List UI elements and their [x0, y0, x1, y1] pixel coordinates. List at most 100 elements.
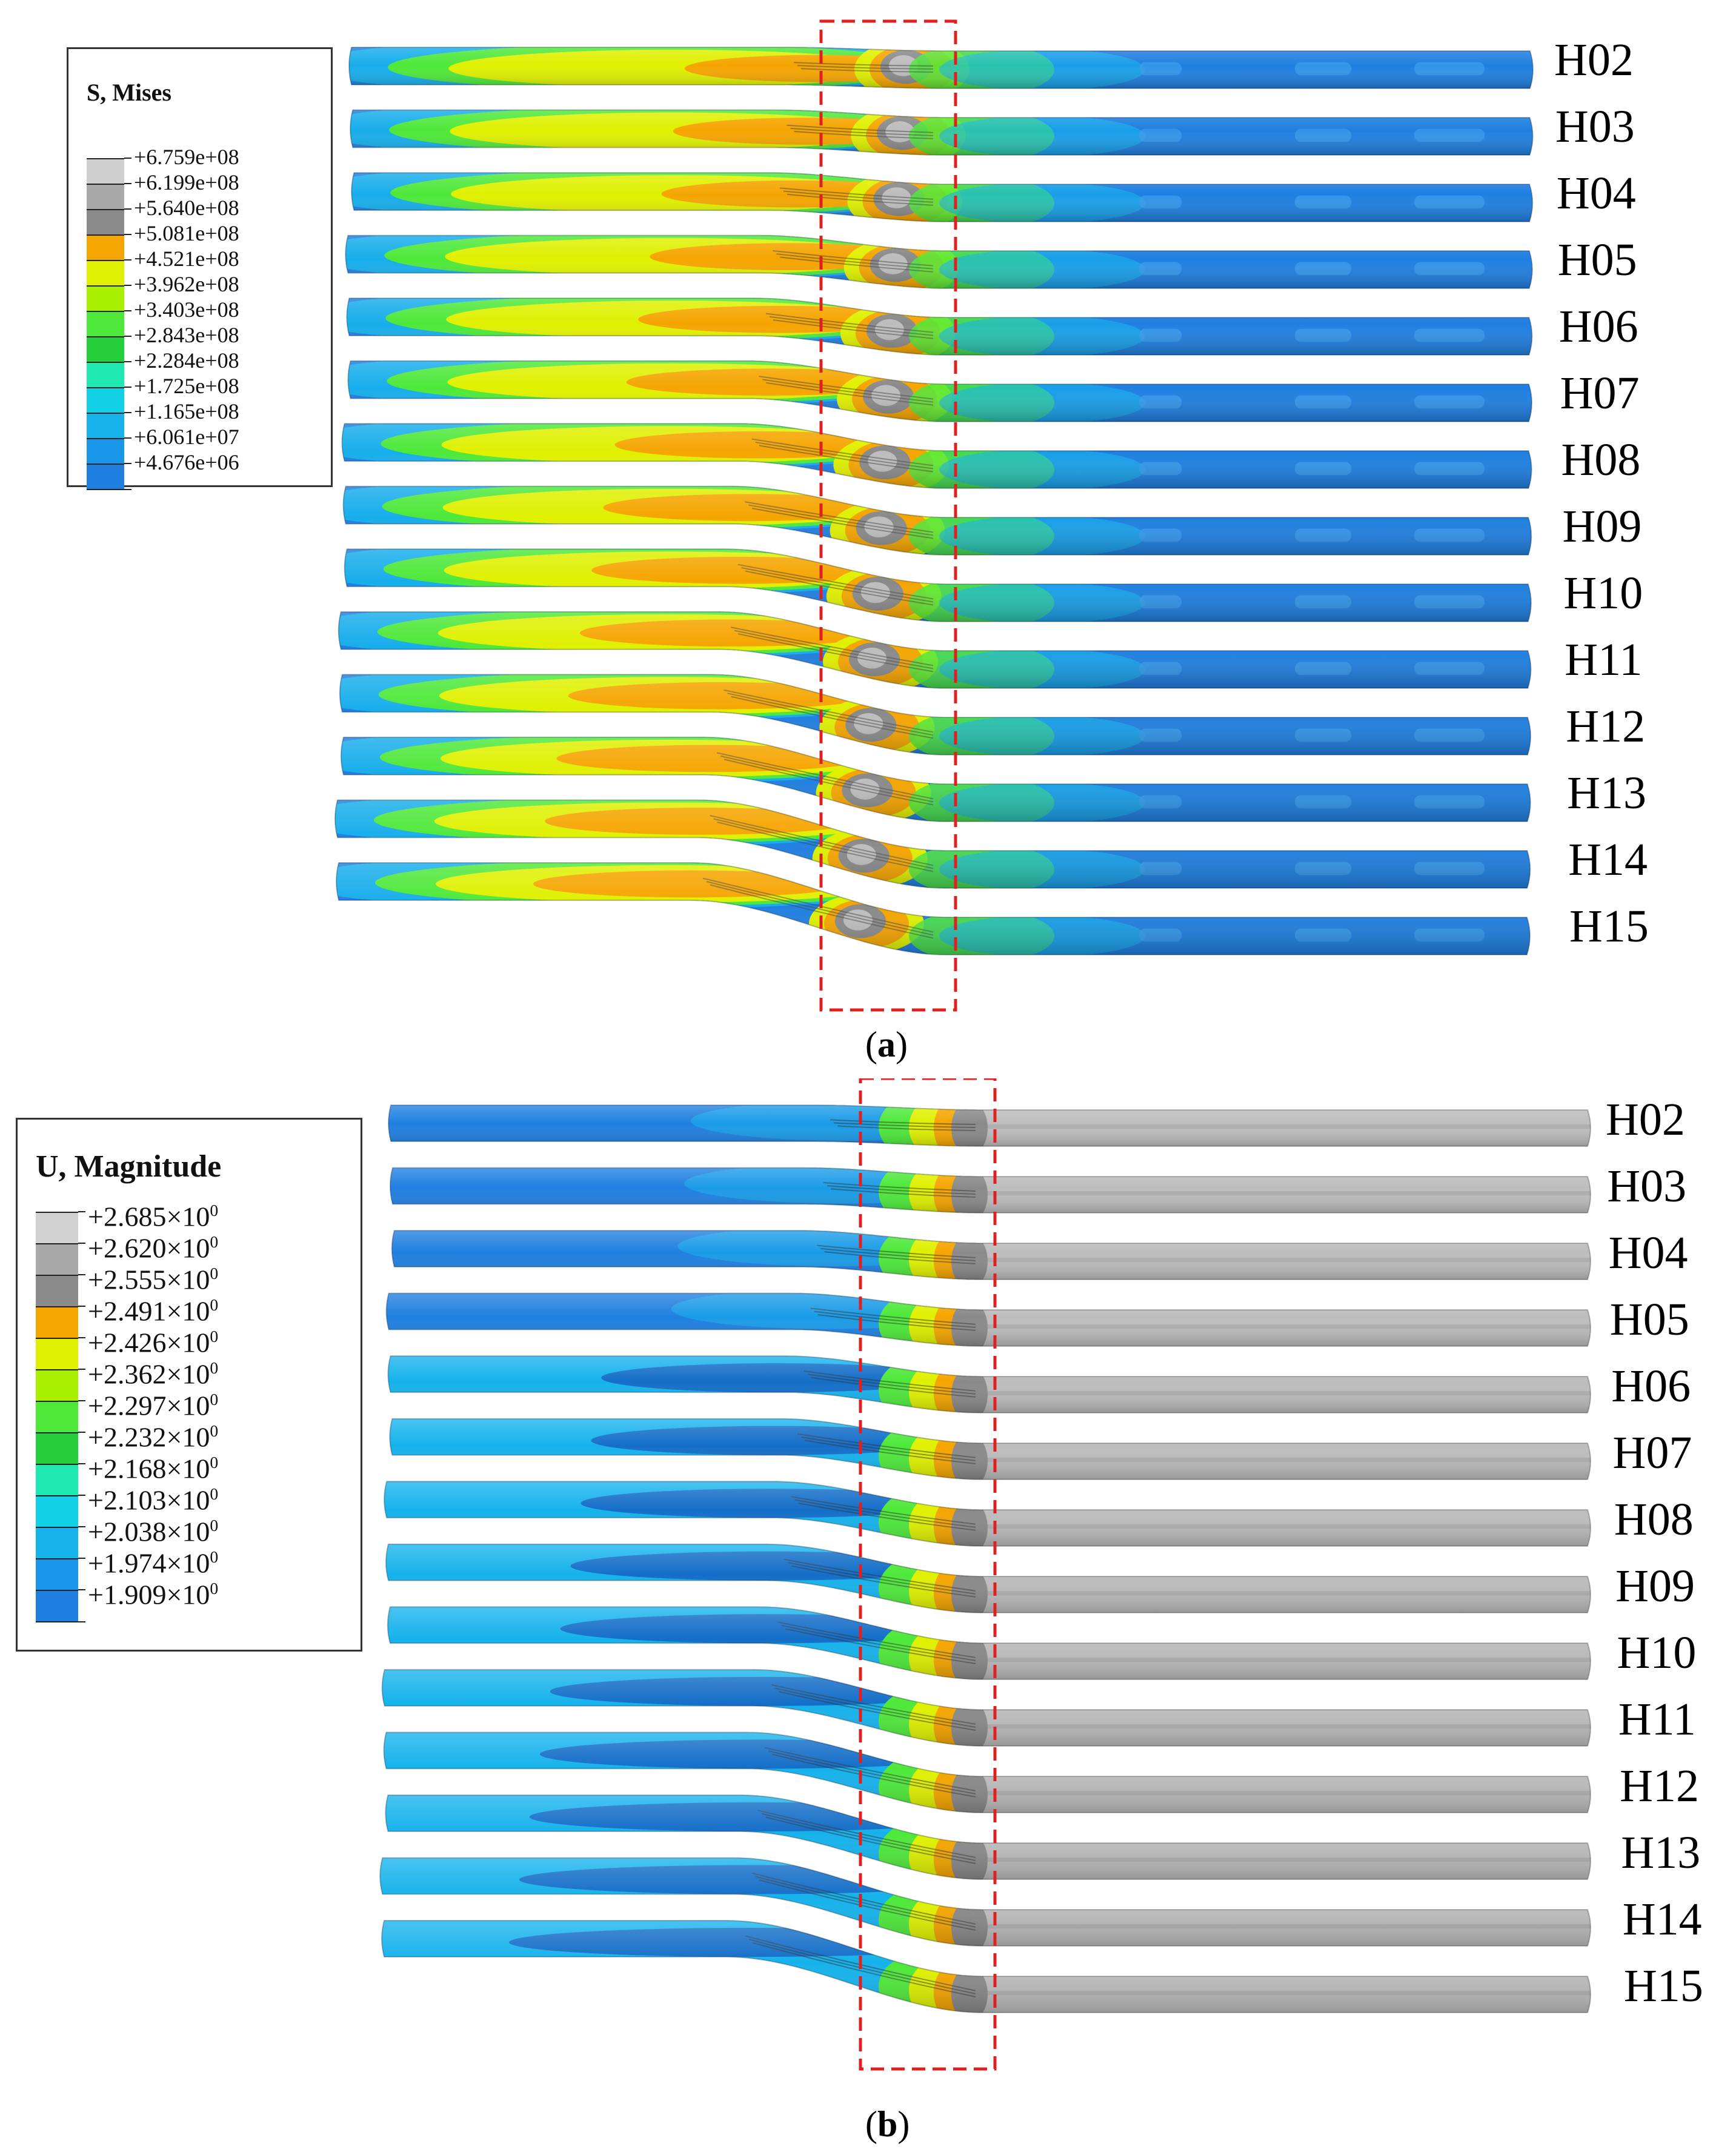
legend-label: +1.909×100	[88, 1578, 219, 1610]
legend-swatch	[36, 1212, 78, 1244]
legend-label: +1.165e+08	[134, 399, 239, 424]
legend-exponent: 0	[210, 1200, 219, 1220]
legend-tick	[124, 208, 131, 210]
row-label-H09: H09	[1615, 1561, 1695, 1612]
row-label-H13: H13	[1567, 768, 1647, 819]
row-label-H15: H15	[1569, 901, 1649, 952]
legend-swatch	[87, 413, 124, 439]
panel-b-caption: (b)	[865, 2104, 910, 2144]
legend-swatch	[36, 1590, 78, 1622]
legend-exponent: 0	[210, 1263, 219, 1283]
legend-tick	[124, 183, 131, 184]
legend-tick	[78, 1306, 85, 1307]
legend-tick	[78, 1463, 85, 1464]
legend-tick	[78, 1526, 85, 1527]
legend-exponent: 0	[210, 1295, 219, 1314]
legend-label: +2.038×100	[88, 1515, 219, 1547]
legend-label: +6.199e+08	[134, 170, 239, 195]
legend-swatch	[87, 285, 124, 312]
legend-tick	[78, 1589, 85, 1590]
legend-label: +2.232×100	[88, 1421, 219, 1453]
panel-b-pipes	[379, 1078, 1591, 2071]
legend-swatch	[36, 1243, 78, 1276]
legend-label: +2.284e+08	[134, 348, 239, 373]
legend-tick	[124, 387, 131, 388]
legend-exponent: 0	[210, 1452, 219, 1472]
legend-tick	[78, 1243, 85, 1244]
legend-end-tick	[87, 489, 131, 490]
legend-exponent: 0	[210, 1578, 219, 1598]
row-label-H10: H10	[1617, 1627, 1697, 1678]
legend-exponent: 0	[210, 1484, 219, 1503]
legend-tick	[78, 1369, 85, 1370]
legend-tick	[78, 1274, 85, 1275]
legend-tick	[124, 259, 131, 261]
row-label-H15: H15	[1624, 1961, 1703, 2011]
legend-tick	[124, 437, 131, 439]
row-label-H09: H09	[1562, 501, 1642, 552]
row-label-H02: H02	[1606, 1094, 1685, 1145]
legend-tick	[78, 1495, 85, 1496]
row-label-H06: H06	[1611, 1361, 1691, 1412]
legend-exponent: 0	[210, 1232, 219, 1251]
row-label-H14: H14	[1568, 834, 1648, 885]
legend-tick	[78, 1558, 85, 1559]
legend-label: +6.061e+07	[134, 425, 239, 450]
row-label-H02: H02	[1554, 35, 1634, 85]
legend-swatch	[36, 1401, 78, 1433]
legend-swatch	[36, 1275, 78, 1307]
panel-a-caption: (a)	[865, 1024, 908, 1064]
row-label-H10: H10	[1563, 568, 1643, 619]
legend-label: +4.521e+08	[134, 247, 239, 271]
panel-a-pipes	[334, 19, 1534, 1012]
legend-label: +4.676e+06	[134, 450, 239, 475]
legend-swatch	[36, 1527, 78, 1559]
row-label-H03: H03	[1607, 1161, 1687, 1212]
legend-label: +1.725e+08	[134, 374, 239, 399]
legend-swatch	[87, 158, 124, 185]
legend-exponent: 0	[210, 1326, 219, 1346]
row-label-H11: H11	[1618, 1694, 1696, 1745]
row-label-H04: H04	[1556, 168, 1636, 219]
row-label-H06: H06	[1558, 301, 1638, 352]
pipe-H04	[351, 172, 1534, 222]
legend-end-tick	[36, 1621, 85, 1622]
legend-label: +2.620×100	[88, 1232, 219, 1264]
pipe-H02	[348, 47, 1534, 89]
legend-exponent: 0	[210, 1358, 219, 1377]
legend-swatch	[36, 1306, 78, 1339]
panel-b-legend-title: U, Magnitude	[36, 1149, 222, 1184]
legend-swatch	[87, 184, 124, 210]
legend-label: +2.555×100	[88, 1263, 219, 1295]
pipe-H05	[345, 234, 1533, 289]
row-label-H07: H07	[1560, 368, 1640, 419]
legend-label: +2.685×100	[88, 1200, 219, 1232]
legend-exponent: 0	[210, 1389, 219, 1409]
legend-tick	[78, 1211, 85, 1212]
row-label-H13: H13	[1621, 1827, 1701, 1878]
legend-swatch	[87, 260, 124, 287]
row-label-H08: H08	[1614, 1494, 1694, 1545]
legend-tick	[124, 336, 131, 337]
legend-exponent: 0	[210, 1421, 219, 1440]
pipe-H03	[350, 109, 1534, 156]
legend-swatch	[87, 438, 124, 465]
legend-tick	[124, 412, 131, 413]
row-label-H11: H11	[1565, 634, 1643, 685]
legend-swatch	[87, 209, 124, 236]
legend-tick	[124, 285, 131, 286]
row-label-H08: H08	[1561, 434, 1641, 485]
legend-swatch	[36, 1338, 78, 1370]
row-label-H07: H07	[1612, 1427, 1692, 1478]
legend-swatch	[87, 463, 124, 490]
legend-label: +2.168×100	[88, 1452, 219, 1484]
legend-swatch	[36, 1432, 78, 1465]
legend-swatch	[87, 234, 124, 261]
legend-exponent: 0	[210, 1515, 219, 1535]
pipe-H04	[391, 1230, 1591, 1280]
legend-label: +2.297×100	[88, 1389, 219, 1421]
legend-exponent: 0	[210, 1547, 219, 1566]
panel-a-dashed-box	[819, 19, 957, 1012]
legend-label: +1.974×100	[88, 1547, 219, 1579]
